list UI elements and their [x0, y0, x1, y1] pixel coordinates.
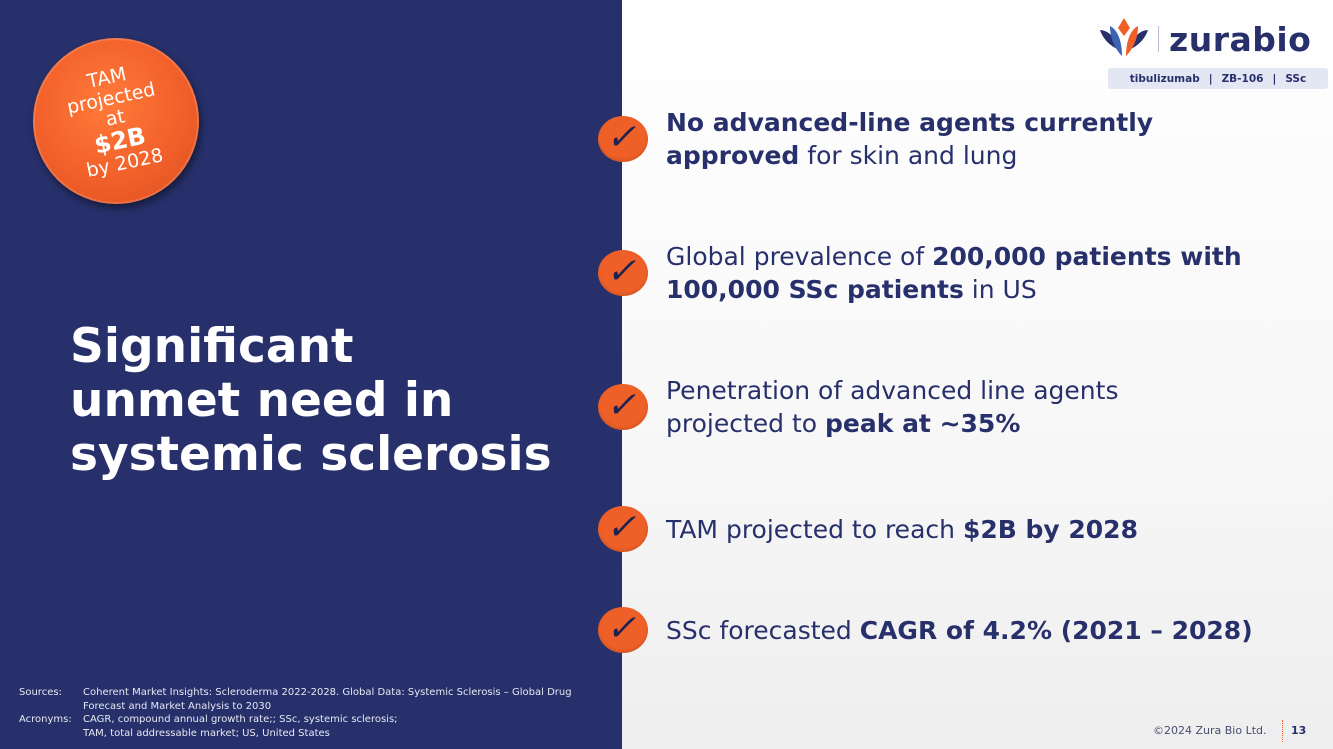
zurabio-logo: zurabio	[1098, 16, 1311, 62]
tag-item: tibulizumab	[1129, 72, 1200, 85]
key-point-bold: $2B by 2028	[962, 514, 1138, 544]
zurabio-lotus-icon	[1100, 18, 1148, 56]
key-point-bold: 200,000 patients with	[932, 242, 1242, 271]
program-tag-bar: tibulizumab | ZB-106 | SSc	[1108, 68, 1328, 89]
tag-item: SSc	[1285, 72, 1307, 85]
title-line: systemic sclerosis	[70, 427, 552, 482]
key-point-text: Global prevalence of 200,000 patients wi…	[666, 240, 1242, 306]
key-point: ✓ Penetration of advanced line agents pr…	[598, 374, 1318, 440]
key-point-text: SSc forecasted CAGR of 4.2% (2021 – 2028…	[666, 614, 1253, 647]
key-point-bold: approved	[666, 141, 800, 170]
right-panel	[622, 0, 1333, 749]
acronyms-row: Acronyms: CAGR, compound annual growth r…	[19, 713, 609, 740]
key-point-pre: projected to	[666, 409, 826, 438]
acronyms-line: CAGR, compound annual growth rate;; SSc,…	[83, 714, 398, 725]
key-point-rest: in US	[963, 275, 1037, 304]
copyright: ©2024 Zura Bio Ltd.	[1153, 724, 1267, 737]
sources-label: Sources:	[19, 687, 62, 698]
sources-text: Coherent Market Insights: Scleroderma 20…	[83, 687, 572, 712]
tam-badge-text: TAM projected at $2B by 2028	[61, 59, 171, 183]
key-point-pre: SSc forecasted	[666, 615, 860, 645]
key-point-bold: No advanced-line agents currently	[666, 108, 1154, 137]
acronyms-text: CAGR, compound annual growth rate;; SSc,…	[83, 713, 609, 740]
checkmark-icon: ✓	[598, 607, 648, 653]
key-point-text: Penetration of advanced line agents proj…	[666, 374, 1118, 440]
key-point: ✓ TAM projected to reach $2B by 2028	[598, 506, 1318, 552]
logo-divider	[1158, 26, 1159, 52]
title-line: Significant	[70, 319, 354, 374]
checkmark-icon: ✓	[598, 116, 648, 162]
tag-separator: |	[1208, 72, 1213, 85]
key-point-bold: CAGR of 4.2% (2021 – 2028)	[859, 615, 1253, 645]
key-point: ✓ SSc forecasted CAGR of 4.2% (2021 – 20…	[598, 607, 1318, 653]
sources-row: Sources: Coherent Market Insights: Scler…	[19, 686, 609, 713]
title-line: unmet need in	[70, 373, 454, 428]
slide-title: Significant unmet need in systemic scler…	[70, 320, 590, 482]
key-point-text: TAM projected to reach $2B by 2028	[666, 513, 1138, 546]
key-point-pre: TAM projected to reach	[666, 514, 963, 544]
tag-item: ZB-106	[1221, 72, 1264, 85]
key-point-rest: for skin and lung	[799, 141, 1018, 170]
key-point-bold: peak at ~35%	[825, 409, 1021, 438]
acronyms-line: TAM, total addressable market; US, Unite…	[83, 727, 330, 739]
tam-badge: TAM projected at $2B by 2028	[33, 38, 199, 204]
tag-separator: |	[1272, 72, 1277, 85]
checkmark-icon: ✓	[598, 250, 648, 296]
page-number: 13	[1291, 724, 1307, 737]
key-point-bold: 100,000 SSc patients	[666, 275, 964, 304]
key-point-line: Penetration of advanced line agents	[666, 376, 1119, 405]
checkmark-icon: ✓	[598, 506, 648, 552]
key-point: ✓ No advanced-line agents currently appr…	[598, 106, 1318, 172]
acronyms-label: Acronyms:	[19, 714, 72, 725]
footer-divider	[1282, 720, 1283, 742]
key-point-pre: Global prevalence of	[666, 242, 933, 271]
key-point-text: No advanced-line agents currently approv…	[666, 106, 1153, 172]
key-point: ✓ Global prevalence of 200,000 patients …	[598, 240, 1318, 306]
checkmark-icon: ✓	[598, 384, 648, 430]
footnotes: Sources: Coherent Market Insights: Scler…	[19, 686, 609, 740]
logo-wordmark: zurabio	[1169, 19, 1312, 59]
